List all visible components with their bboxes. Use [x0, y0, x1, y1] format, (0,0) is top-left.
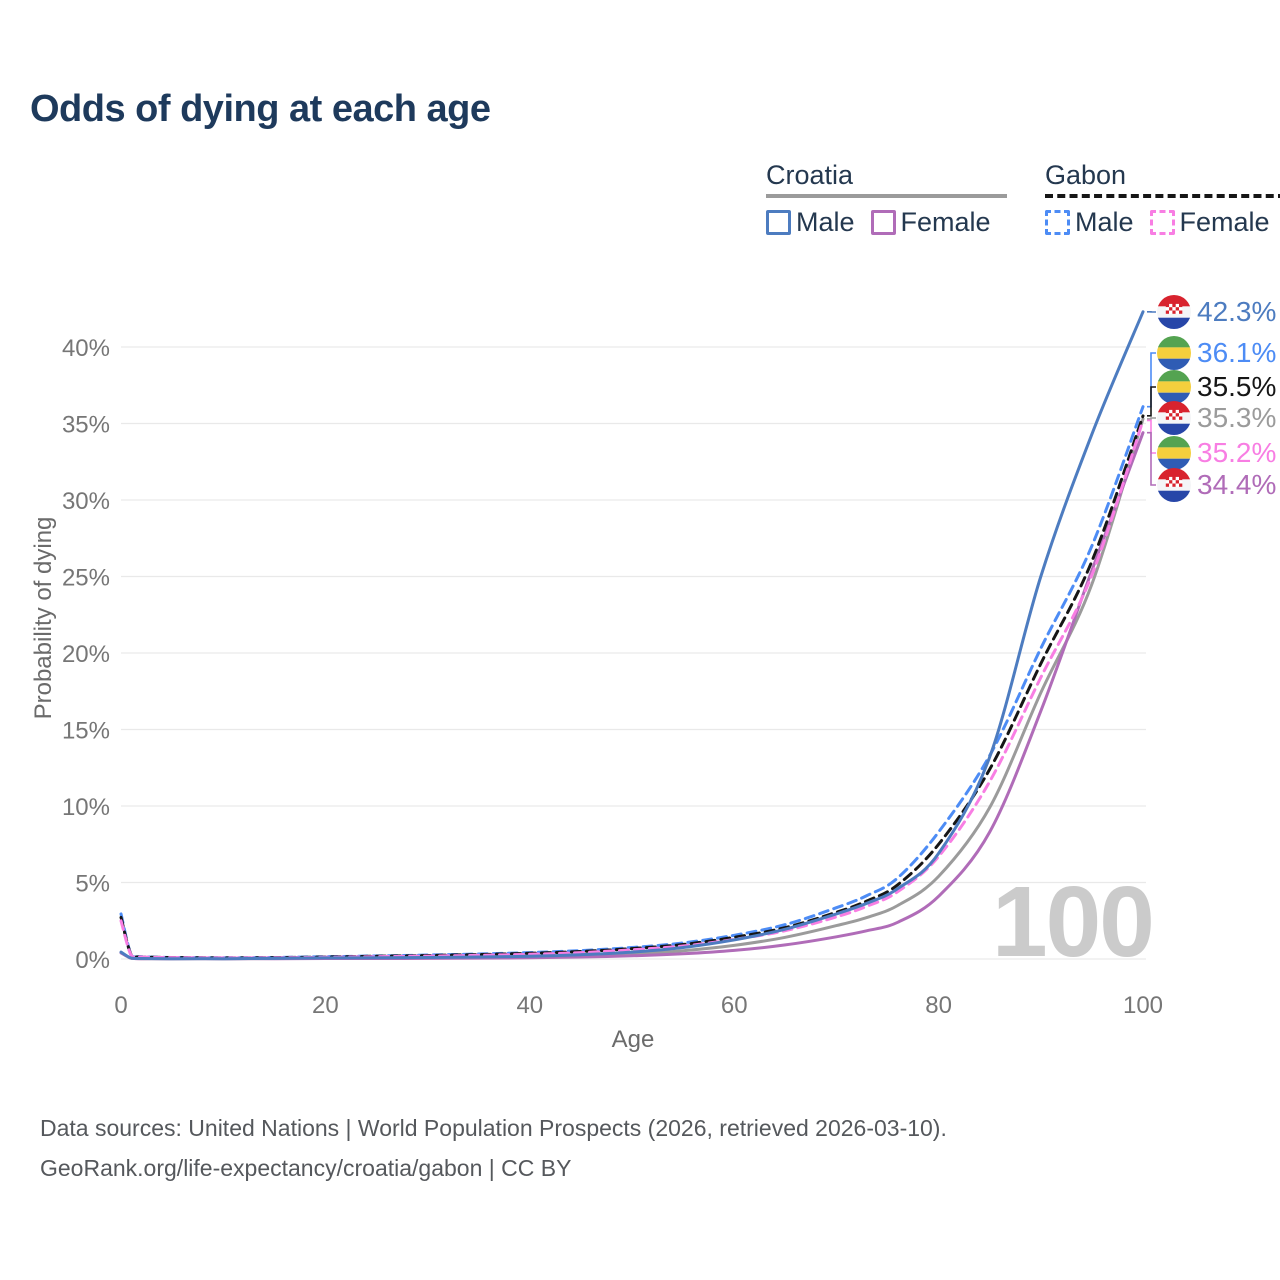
legend-swatch-icon: [766, 210, 791, 235]
y-tick-label-30%: 30%: [62, 488, 110, 515]
gabon-flag-icon: [1157, 436, 1191, 470]
x-axis-title: Age: [611, 1026, 655, 1053]
chart-title: Odds of dying at each age: [30, 88, 491, 130]
y-tick-label-20%: 20%: [62, 641, 110, 668]
x-tick-label-60: 60: [721, 992, 748, 1019]
series-line-gabon-female[interactable]: [119, 418, 1145, 960]
croatia-flag-icon: [1157, 401, 1191, 435]
y-tick-label-15%: 15%: [62, 718, 110, 745]
gabon-flag-icon: [1157, 336, 1191, 370]
leader-gabon-male: [1147, 352, 1156, 408]
end-label-gabon-female: 35.2%: [1157, 436, 1276, 470]
legend: Croatia Male Female Gabon Male Female: [766, 160, 1280, 238]
footer: Data sources: United Nations | World Pop…: [40, 1108, 947, 1188]
age-watermark: 100: [992, 866, 1155, 978]
croatia-flag-icon: [1157, 468, 1191, 502]
series-line-croatia-male[interactable]: [119, 310, 1145, 961]
y-tick-label-0%: 0%: [75, 947, 110, 974]
legend-item-label: Male: [1075, 207, 1134, 237]
series-line-gabon-both[interactable]: [119, 414, 1145, 960]
legend-header-gabon[interactable]: Gabon: [1045, 160, 1127, 190]
end-label-croatia-male: 42.3%: [1157, 295, 1276, 329]
legend-items: Male Female: [766, 207, 1007, 238]
legend-group-croatia: Croatia Male Female: [766, 160, 1007, 238]
x-tick-label-100: 100: [1123, 992, 1163, 1019]
legend-item-gabon-male[interactable]: Male: [1045, 207, 1134, 238]
leader-croatia-both: [1147, 417, 1156, 420]
end-label-value: 35.3%: [1197, 402, 1277, 433]
legend-underline-dashed: [1045, 194, 1280, 198]
end-label-gabon-male: 36.1%: [1157, 336, 1276, 370]
x-tick-label-0: 0: [114, 992, 127, 1019]
end-label-value: 42.3%: [1197, 296, 1277, 327]
leader-gabon-both: [1147, 386, 1156, 417]
legend-item-croatia-female[interactable]: Female: [870, 207, 991, 238]
legend-item-label: Male: [796, 207, 855, 237]
y-tick-label-40%: 40%: [62, 335, 110, 362]
x-tick-label-20: 20: [312, 992, 339, 1019]
legend-item-label: Female: [1179, 207, 1270, 237]
leader-croatia-female: [1147, 431, 1156, 486]
gabon-flag-icon: [1157, 370, 1191, 404]
footer-source-line: Data sources: United Nations | World Pop…: [40, 1115, 947, 1141]
end-label-value: 35.5%: [1197, 371, 1277, 402]
x-tick-label-80: 80: [925, 992, 952, 1019]
y-tick-label-10%: 10%: [62, 794, 110, 821]
x-tick-label-40: 40: [516, 992, 543, 1019]
end-label-value: 35.2%: [1197, 437, 1277, 468]
footer-attribution-line: GeoRank.org/life-expectancy/croatia/gabo…: [40, 1155, 572, 1181]
legend-underline-solid: [766, 194, 1007, 198]
end-label-value: 36.1%: [1197, 337, 1277, 368]
legend-item-gabon-female[interactable]: Female: [1149, 207, 1270, 238]
legend-item-croatia-male[interactable]: Male: [766, 207, 855, 238]
series-line-gabon-male[interactable]: [119, 405, 1145, 960]
y-tick-label-25%: 25%: [62, 565, 110, 592]
legend-group-gabon: Gabon Male Female: [1045, 160, 1280, 238]
legend-items: Male Female: [1045, 207, 1280, 238]
croatia-flag-icon: [1157, 295, 1191, 329]
end-label-croatia-both: 35.3%: [1157, 401, 1276, 435]
y-axis-title: Probability of dying: [30, 516, 57, 720]
legend-item-label: Female: [900, 207, 991, 237]
end-label-croatia-female: 34.4%: [1157, 468, 1276, 502]
legend-swatch-icon: [1149, 210, 1175, 235]
legend-swatch-icon: [1045, 210, 1070, 235]
end-label-gabon-both: 35.5%: [1157, 370, 1276, 404]
legend-swatch-icon: [870, 210, 896, 235]
end-label-value: 34.4%: [1197, 469, 1277, 500]
series-line-croatia-female[interactable]: [119, 431, 1145, 961]
y-tick-label-5%: 5%: [75, 871, 110, 898]
legend-header-croatia[interactable]: Croatia: [766, 160, 854, 190]
y-tick-label-35%: 35%: [62, 412, 110, 439]
